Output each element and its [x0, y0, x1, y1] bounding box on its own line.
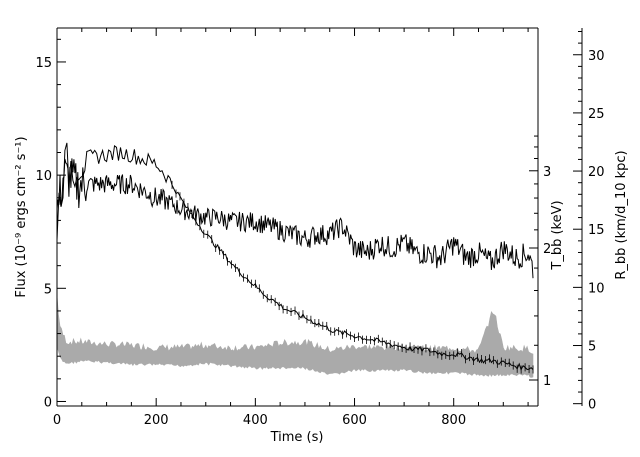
temperature-tick-label: 1: [543, 374, 551, 389]
radius-tick-label: 30: [588, 49, 605, 64]
radius-tick-label: 10: [588, 281, 605, 296]
flux-tick-label: 15: [35, 56, 52, 71]
flux-line: [56, 142, 534, 371]
chart-marks: [56, 142, 534, 378]
temperature-tick-label: 3: [543, 165, 551, 180]
radius-tick-label: 15: [588, 223, 605, 238]
flux-tick-label: 0: [44, 395, 52, 410]
radius-tick-label: 25: [588, 107, 605, 122]
x-tick-label: 600: [342, 413, 367, 428]
x-tick-label: 400: [243, 413, 268, 428]
radius-tick-label: 20: [588, 165, 605, 180]
radius-band: [56, 295, 534, 378]
x-axis-title: Time (s): [270, 430, 324, 445]
temperature-line: [56, 158, 534, 279]
temperature-axis-title: T_bb (keV): [550, 200, 565, 270]
flux-axis-title: Flux (10⁻⁹ ergs cm⁻² s⁻¹): [14, 136, 29, 297]
flux-error-bars: [171, 180, 534, 374]
temperature-tick-label: 2: [543, 242, 551, 257]
radius-tick-label: 0: [588, 398, 596, 413]
radius-axis-title: R_bb (km/d_10 kpc): [614, 150, 629, 279]
flux-tick-label: 10: [35, 169, 52, 184]
radius-tick-label: 5: [588, 340, 596, 355]
flux-tick-label: 5: [44, 282, 52, 297]
x-tick-label: 0: [53, 413, 61, 428]
x-tick-label: 200: [144, 413, 169, 428]
x-tick-label: 800: [441, 413, 466, 428]
